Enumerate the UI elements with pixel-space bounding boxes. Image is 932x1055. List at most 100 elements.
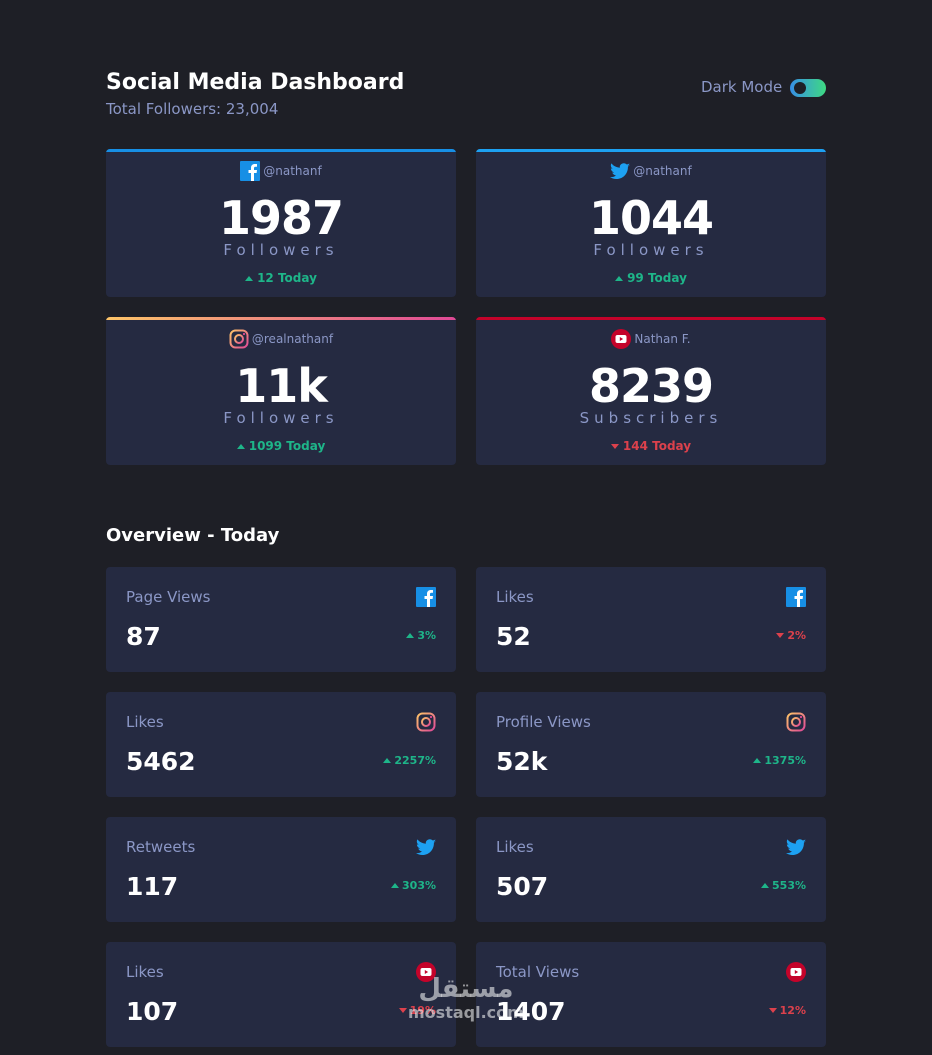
overview-icon (786, 962, 806, 986)
follower-change: 99 Today (476, 271, 826, 285)
overview-label: Likes (496, 838, 534, 856)
follower-unit: Followers (223, 409, 339, 427)
overview-label: Likes (496, 588, 534, 606)
follower-count: 1044 (588, 191, 714, 245)
overview-icon (786, 587, 806, 611)
twitter-icon (416, 839, 436, 855)
instagram-icon (229, 329, 249, 349)
overview-change: 1375% (753, 754, 806, 767)
card-top-bar (106, 317, 456, 320)
toggle-knob (794, 82, 806, 94)
trend-arrow (768, 1008, 777, 1013)
overview-label: Profile Views (496, 713, 591, 731)
overview-label: Likes (126, 713, 164, 731)
overview-value: 87 (126, 622, 161, 651)
card-handle: @nathanf (476, 161, 826, 181)
overview-icon (786, 712, 806, 736)
overview-card[interactable]: Profile Views 52k 1375% (476, 692, 826, 797)
overview-label: Retweets (126, 838, 196, 856)
follower-card[interactable]: @nathanf 1044 Followers 99 Today (476, 149, 826, 297)
title: Social Media Dashboard (106, 70, 405, 95)
change-text: 2257% (394, 754, 436, 767)
follower-change: 12 Today (106, 271, 456, 285)
trend-arrow (383, 758, 392, 763)
trend-arrow (761, 883, 770, 888)
overview-card[interactable]: Likes 5462 2257% (106, 692, 456, 797)
change-text: 1099 Today (248, 439, 326, 453)
handle-text: Nathan F. (634, 332, 691, 346)
change-text: 303% (402, 879, 436, 892)
handle-text: @nathanf (633, 164, 692, 178)
follower-card[interactable]: @realnathanf 11k Followers 1099 Today (106, 317, 456, 465)
instagram-icon (416, 712, 436, 732)
youtube-icon (611, 329, 632, 349)
trend-arrow (753, 758, 762, 763)
trend-arrow (236, 443, 245, 449)
watermark-arabic: مستقل (418, 974, 514, 1004)
handle-text: @realnathanf (251, 332, 334, 346)
watermark: مستقل mostaql.com (408, 975, 524, 1022)
facebook-icon (416, 587, 436, 607)
overview-value: 52k (496, 747, 548, 776)
change-text: 144 Today (622, 439, 692, 453)
overview-value: 5462 (126, 747, 196, 776)
follower-unit: Followers (593, 241, 709, 259)
dark-mode-toggle[interactable] (790, 79, 826, 97)
twitter-icon (786, 839, 806, 855)
overview-change: 3% (406, 629, 436, 642)
change-text: 553% (772, 879, 806, 892)
trend-arrow (615, 275, 624, 281)
handle-text: @nathanf (263, 164, 322, 178)
follower-count: 11k (235, 359, 328, 413)
twitter-icon (610, 163, 631, 179)
follower-card[interactable]: @nathanf 1987 Followers 12 Today (106, 149, 456, 297)
overview-change: 303% (391, 879, 436, 892)
change-text: 99 Today (627, 271, 687, 285)
overview-icon (416, 962, 436, 986)
overview-icon (416, 837, 436, 861)
change-text: 19% (409, 1004, 436, 1017)
instagram-icon (786, 712, 806, 732)
card-handle: @realnathanf (106, 329, 456, 349)
overview-card[interactable]: Likes 507 553% (476, 817, 826, 922)
overview-value: 1407 (496, 997, 566, 1026)
trend-arrow (391, 883, 400, 888)
overview-change: 12% (768, 1004, 806, 1017)
overview-card[interactable]: Page Views 87 3% (106, 567, 456, 672)
change-text: 3% (417, 629, 436, 642)
follower-card[interactable]: Nathan F. 8239 Subscribers 144 Today (476, 317, 826, 465)
overview-icon (416, 712, 436, 736)
overview-change: 553% (761, 879, 806, 892)
overview-title: Overview - Today (106, 525, 280, 546)
trend-arrow (776, 633, 785, 638)
overview-label: Total Views (496, 963, 580, 981)
toggle-label: Dark Mode (701, 78, 783, 96)
change-text: 2% (787, 629, 806, 642)
overview-value: 107 (126, 997, 179, 1026)
overview-card[interactable]: Retweets 117 303% (106, 817, 456, 922)
card-top-bar (106, 149, 456, 152)
follower-count: 1987 (218, 191, 344, 245)
youtube-icon (786, 962, 806, 982)
facebook-icon (786, 587, 806, 607)
follower-unit: Subscribers (579, 409, 723, 427)
card-top-bar (476, 317, 826, 320)
overview-card[interactable]: Likes 107 19% (106, 942, 456, 1047)
subtitle: Total Followers: 23,004 (106, 100, 279, 118)
overview-change: 19% (398, 1004, 436, 1017)
overview-icon (416, 587, 436, 611)
follower-change: 144 Today (476, 439, 826, 453)
overview-label: Likes (126, 963, 164, 981)
overview-card[interactable]: Likes 52 2% (476, 567, 826, 672)
follower-change: 1099 Today (106, 439, 456, 453)
trend-arrow (398, 1008, 407, 1013)
overview-label: Page Views (126, 588, 211, 606)
follower-unit: Followers (223, 241, 339, 259)
overview-icon (786, 837, 806, 861)
overview-change: 2257% (383, 754, 436, 767)
overview-value: 507 (496, 872, 549, 901)
card-handle: Nathan F. (476, 329, 826, 349)
overview-change: 2% (776, 629, 806, 642)
overview-card[interactable]: Total Views 1407 12% (476, 942, 826, 1047)
watermark-site: mostaql.com (408, 1003, 524, 1022)
